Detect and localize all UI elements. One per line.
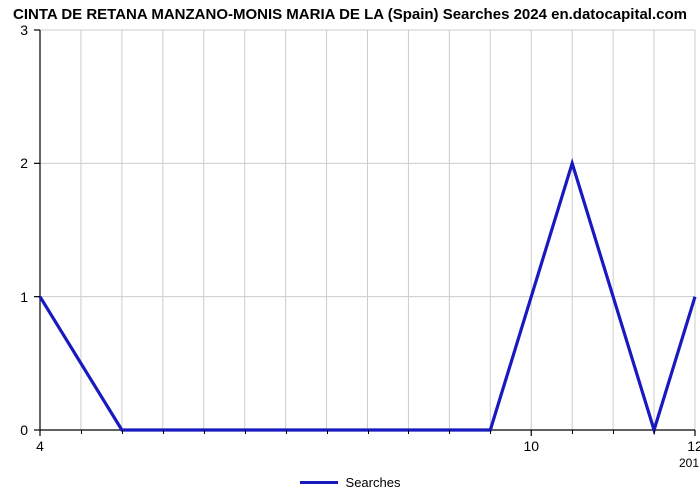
x-minor-tick	[613, 430, 614, 434]
legend-label: Searches	[346, 475, 401, 490]
x-minor-tick	[163, 430, 164, 434]
x-minor-tick	[204, 430, 205, 434]
legend: Searches	[0, 475, 700, 490]
plot-area	[40, 30, 695, 430]
chart-title: CINTA DE RETANA MANZANO-MONIS MARIA DE L…	[0, 6, 700, 23]
legend-swatch	[300, 481, 338, 484]
y-tick-label: 3	[0, 22, 28, 38]
x-minor-tick	[654, 430, 655, 434]
x-minor-tick	[449, 430, 450, 434]
x-minor-tick	[245, 430, 246, 434]
y-tick-label: 1	[0, 289, 28, 305]
y-tick-label: 2	[0, 155, 28, 171]
x-minor-tick	[572, 430, 573, 434]
x-tick-label: 4	[20, 438, 60, 454]
x-axis-sublabel: 201	[665, 456, 699, 470]
x-tick-label: 10	[511, 438, 551, 454]
x-tick-label: 12	[675, 438, 700, 454]
x-minor-tick	[368, 430, 369, 434]
y-tick-label: 0	[0, 422, 28, 438]
x-minor-tick	[327, 430, 328, 434]
x-minor-tick	[122, 430, 123, 434]
x-minor-tick	[490, 430, 491, 434]
x-minor-tick	[286, 430, 287, 434]
plot-svg	[40, 30, 695, 430]
chart-container: CINTA DE RETANA MANZANO-MONIS MARIA DE L…	[0, 0, 700, 500]
x-minor-tick	[81, 430, 82, 434]
x-minor-tick	[408, 430, 409, 434]
